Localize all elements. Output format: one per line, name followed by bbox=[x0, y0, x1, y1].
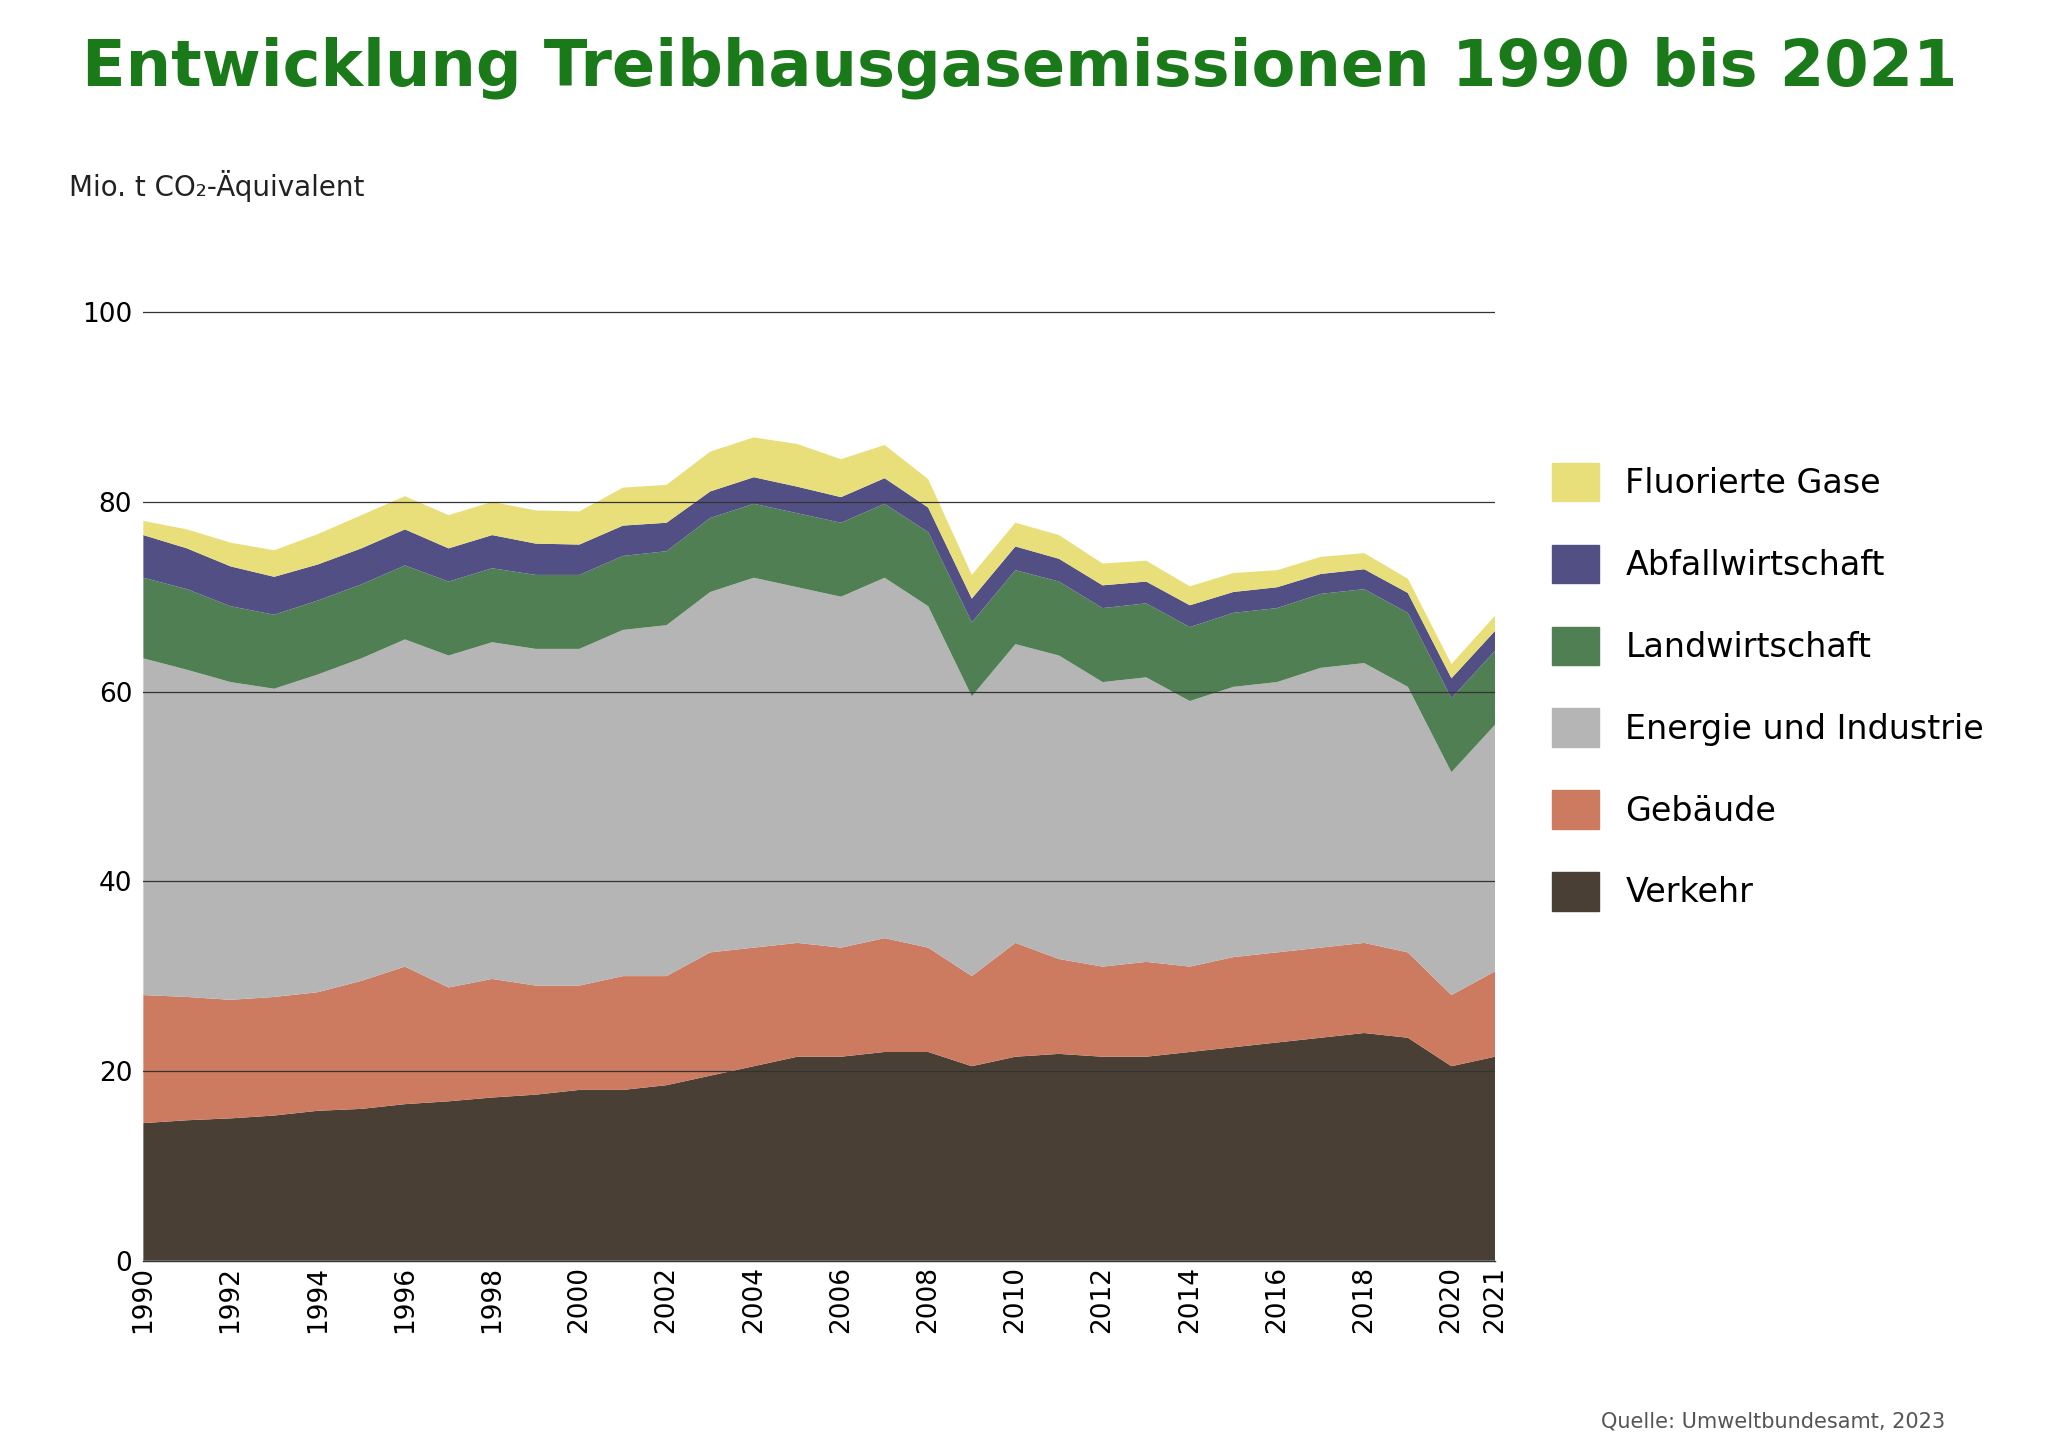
Legend: Fluorierte Gase, Abfallwirtschaft, Landwirtschaft, Energie und Industrie, Gebäud: Fluorierte Gase, Abfallwirtschaft, Landw… bbox=[1538, 449, 1997, 924]
Text: Entwicklung Treibhausgasemissionen 1990 bis 2021: Entwicklung Treibhausgasemissionen 1990 … bbox=[82, 36, 1958, 99]
Text: Mio. t CO₂-Äquivalent: Mio. t CO₂-Äquivalent bbox=[70, 170, 365, 201]
Text: Quelle: Umweltbundesamt, 2023: Quelle: Umweltbundesamt, 2023 bbox=[1602, 1411, 1946, 1432]
